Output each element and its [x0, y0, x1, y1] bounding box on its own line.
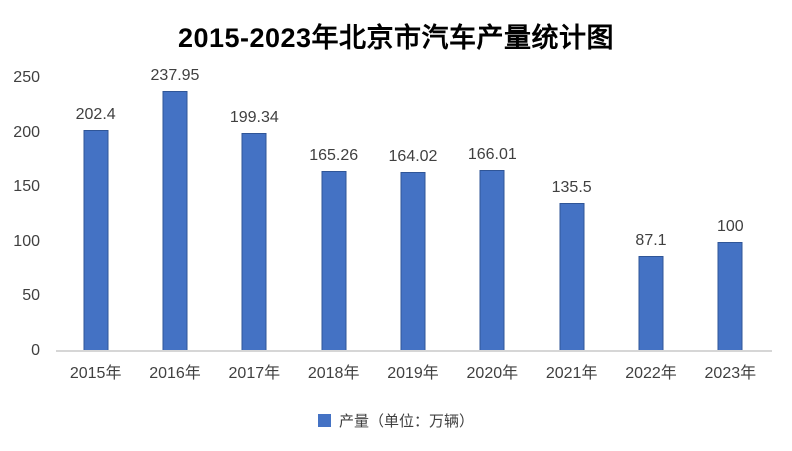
x-axis-labels: 2015年 2016年 2017年 2018年 2019年 2020年 2021年 2022年…	[56, 359, 770, 383]
bar-data-label: 135.5	[551, 179, 592, 196]
y-axis-tick-label: 250	[13, 69, 40, 86]
chart-title: 2015-2023年北京市汽车产量统计图	[177, 23, 615, 53]
bar-data-label: 199.34	[229, 109, 279, 126]
bar-data-label: 165.26	[309, 147, 359, 164]
bar	[559, 203, 585, 351]
bar-data-label: 202.4	[75, 106, 116, 123]
bar-data-label: 87.1	[635, 232, 667, 249]
bar-data-label: 166.01	[467, 146, 517, 163]
bar	[83, 130, 109, 351]
bar	[717, 242, 743, 351]
y-axis-tick-label: 200	[13, 123, 40, 141]
legend-swatch-icon	[317, 414, 331, 427]
legend-label: 产量（单位：万辆）	[338, 413, 474, 430]
bar-slot: 100	[691, 78, 770, 351]
bar-slot: 202.4	[56, 78, 135, 351]
bar-slot: 135.5	[532, 78, 611, 351]
x-axis-category-label: 2018年	[307, 365, 360, 382]
x-axis-category-label: 2016年	[149, 365, 201, 382]
bar	[162, 91, 188, 351]
x-axis-category-label: 2023年	[704, 365, 757, 382]
bar-data-label: 237.95	[150, 67, 200, 84]
x-axis-category-label: 2019年	[387, 365, 439, 382]
y-axis-tick-label: 100	[13, 232, 40, 250]
bar-data-label: 100	[716, 218, 744, 235]
y-axis: 0 50 100 150 200 250	[0, 69, 48, 359]
bar	[400, 172, 426, 351]
x-axis-category-label: 2020年	[466, 365, 519, 382]
x-axis-category-label: 2017年	[228, 365, 281, 382]
bar	[321, 171, 347, 351]
bar	[638, 256, 664, 351]
bar-slot: 199.34	[215, 78, 294, 351]
bar	[479, 170, 505, 351]
bar-slot: 164.02	[373, 78, 452, 351]
x-axis-category-label: 2015年	[69, 365, 122, 382]
x-axis-category-label: 2021年	[545, 365, 598, 382]
y-axis-tick-label: 150	[13, 178, 40, 196]
bar-slot: 165.26	[294, 78, 373, 351]
bar	[241, 133, 267, 351]
bar-slot: 166.01	[453, 78, 532, 351]
legend: 产量（单位：万辆）	[0, 410, 792, 431]
plot-area: 202.4 237.95 199.34 165.26 164.02 166.01 135.5…	[56, 67, 770, 351]
bar-slot: 237.95	[135, 67, 214, 351]
bar-slot: 87.1	[611, 78, 690, 351]
y-axis-tick-label: 0	[31, 342, 40, 359]
x-axis-line	[56, 350, 772, 352]
y-axis-tick-label: 50	[22, 287, 40, 305]
bar-data-label: 164.02	[388, 148, 438, 165]
x-axis-category-label: 2022年	[625, 365, 677, 382]
